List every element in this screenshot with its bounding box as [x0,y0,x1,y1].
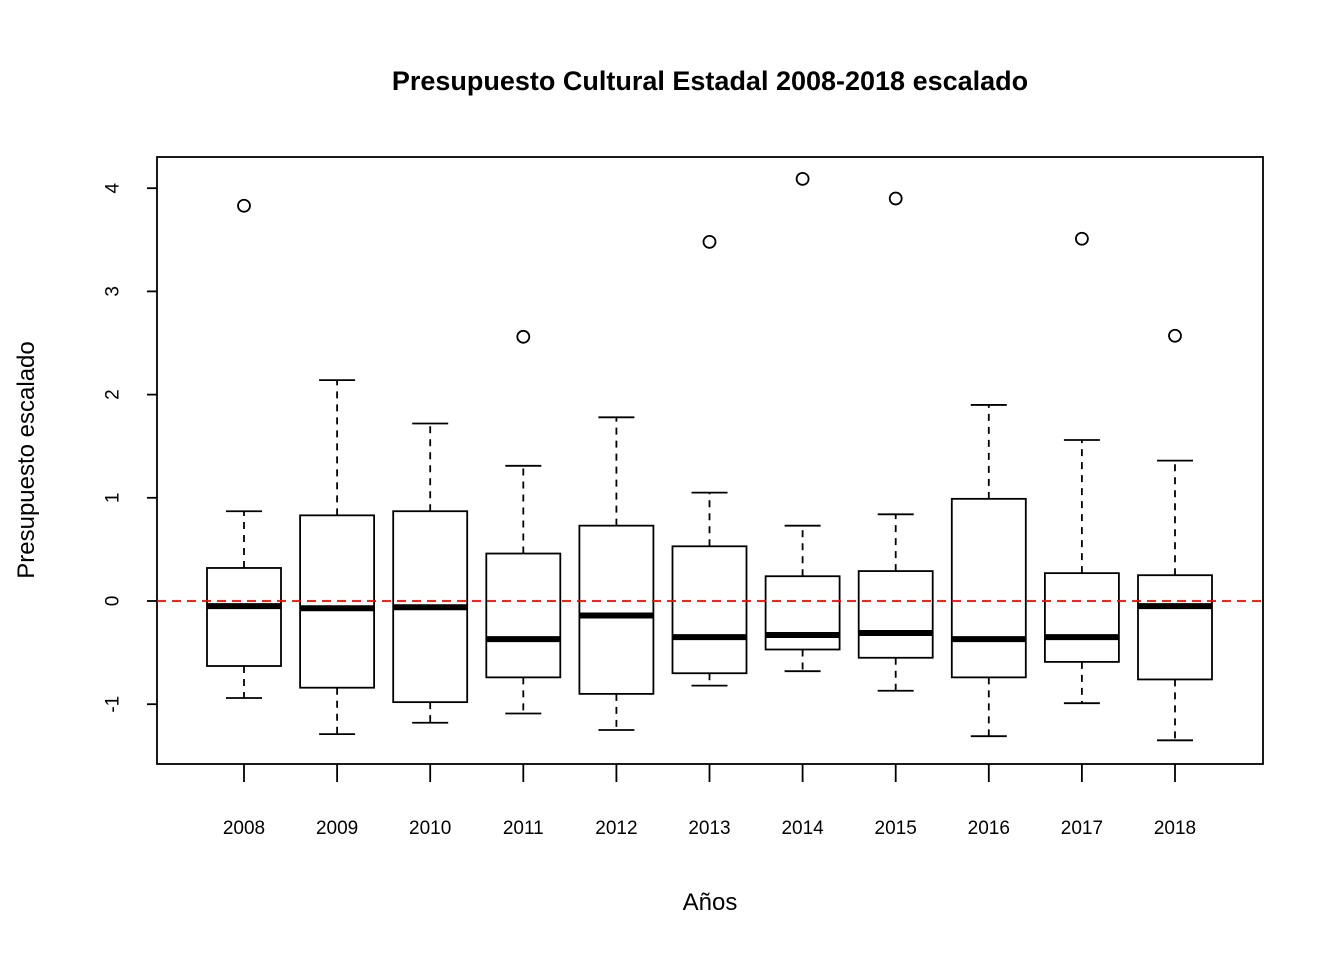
box-2014 [764,575,841,651]
x-tick-label: 2012 [595,818,637,839]
box-2018 [1137,574,1213,681]
y-tick-label: 4 [103,182,124,193]
outlier-point [888,191,903,206]
x-axis-label: Años [683,889,738,916]
y-tick-label: 1 [103,493,124,504]
outlier-point [516,329,531,344]
x-tick-label: 2011 [503,818,544,839]
x-tick-label: 2016 [968,818,1010,839]
box-2017 [1044,572,1120,663]
box-2016 [950,497,1027,679]
box-2008 [206,567,282,667]
box-2012 [578,524,655,695]
box-2015 [857,570,934,659]
x-tick-label: 2013 [688,818,730,839]
outlier-point [702,234,717,249]
outlier-point [1075,231,1089,246]
y-axis-label: Presupuesto escalado [13,341,40,579]
y-tick-label: 3 [103,286,124,297]
x-tick-label: 2014 [781,818,824,839]
y-tick-label: -1 [103,696,124,713]
x-tick-label: 2015 [875,818,917,839]
box-2011 [485,552,562,679]
y-tick-label: 0 [103,596,124,607]
chart-title: Presupuesto Cultural Estadal 2008-2018 e… [392,66,1028,96]
x-tick-label: 2009 [316,818,358,839]
x-tick-label: 2018 [1154,818,1196,839]
x-tick-label: 2008 [223,818,265,839]
outlier-point [795,172,810,186]
chart-marks: -1 0 1 2 3 4 2008 2009 2010 2011 2012 2013 2014 2015 2… [103,172,1263,839]
box-2013 [671,545,748,675]
x-tick-label: 2010 [409,818,451,839]
x-tick-label: 2017 [1061,818,1103,839]
y-tick-label: 2 [103,389,124,400]
outlier-point [237,198,251,213]
outlier-point [1168,328,1182,343]
